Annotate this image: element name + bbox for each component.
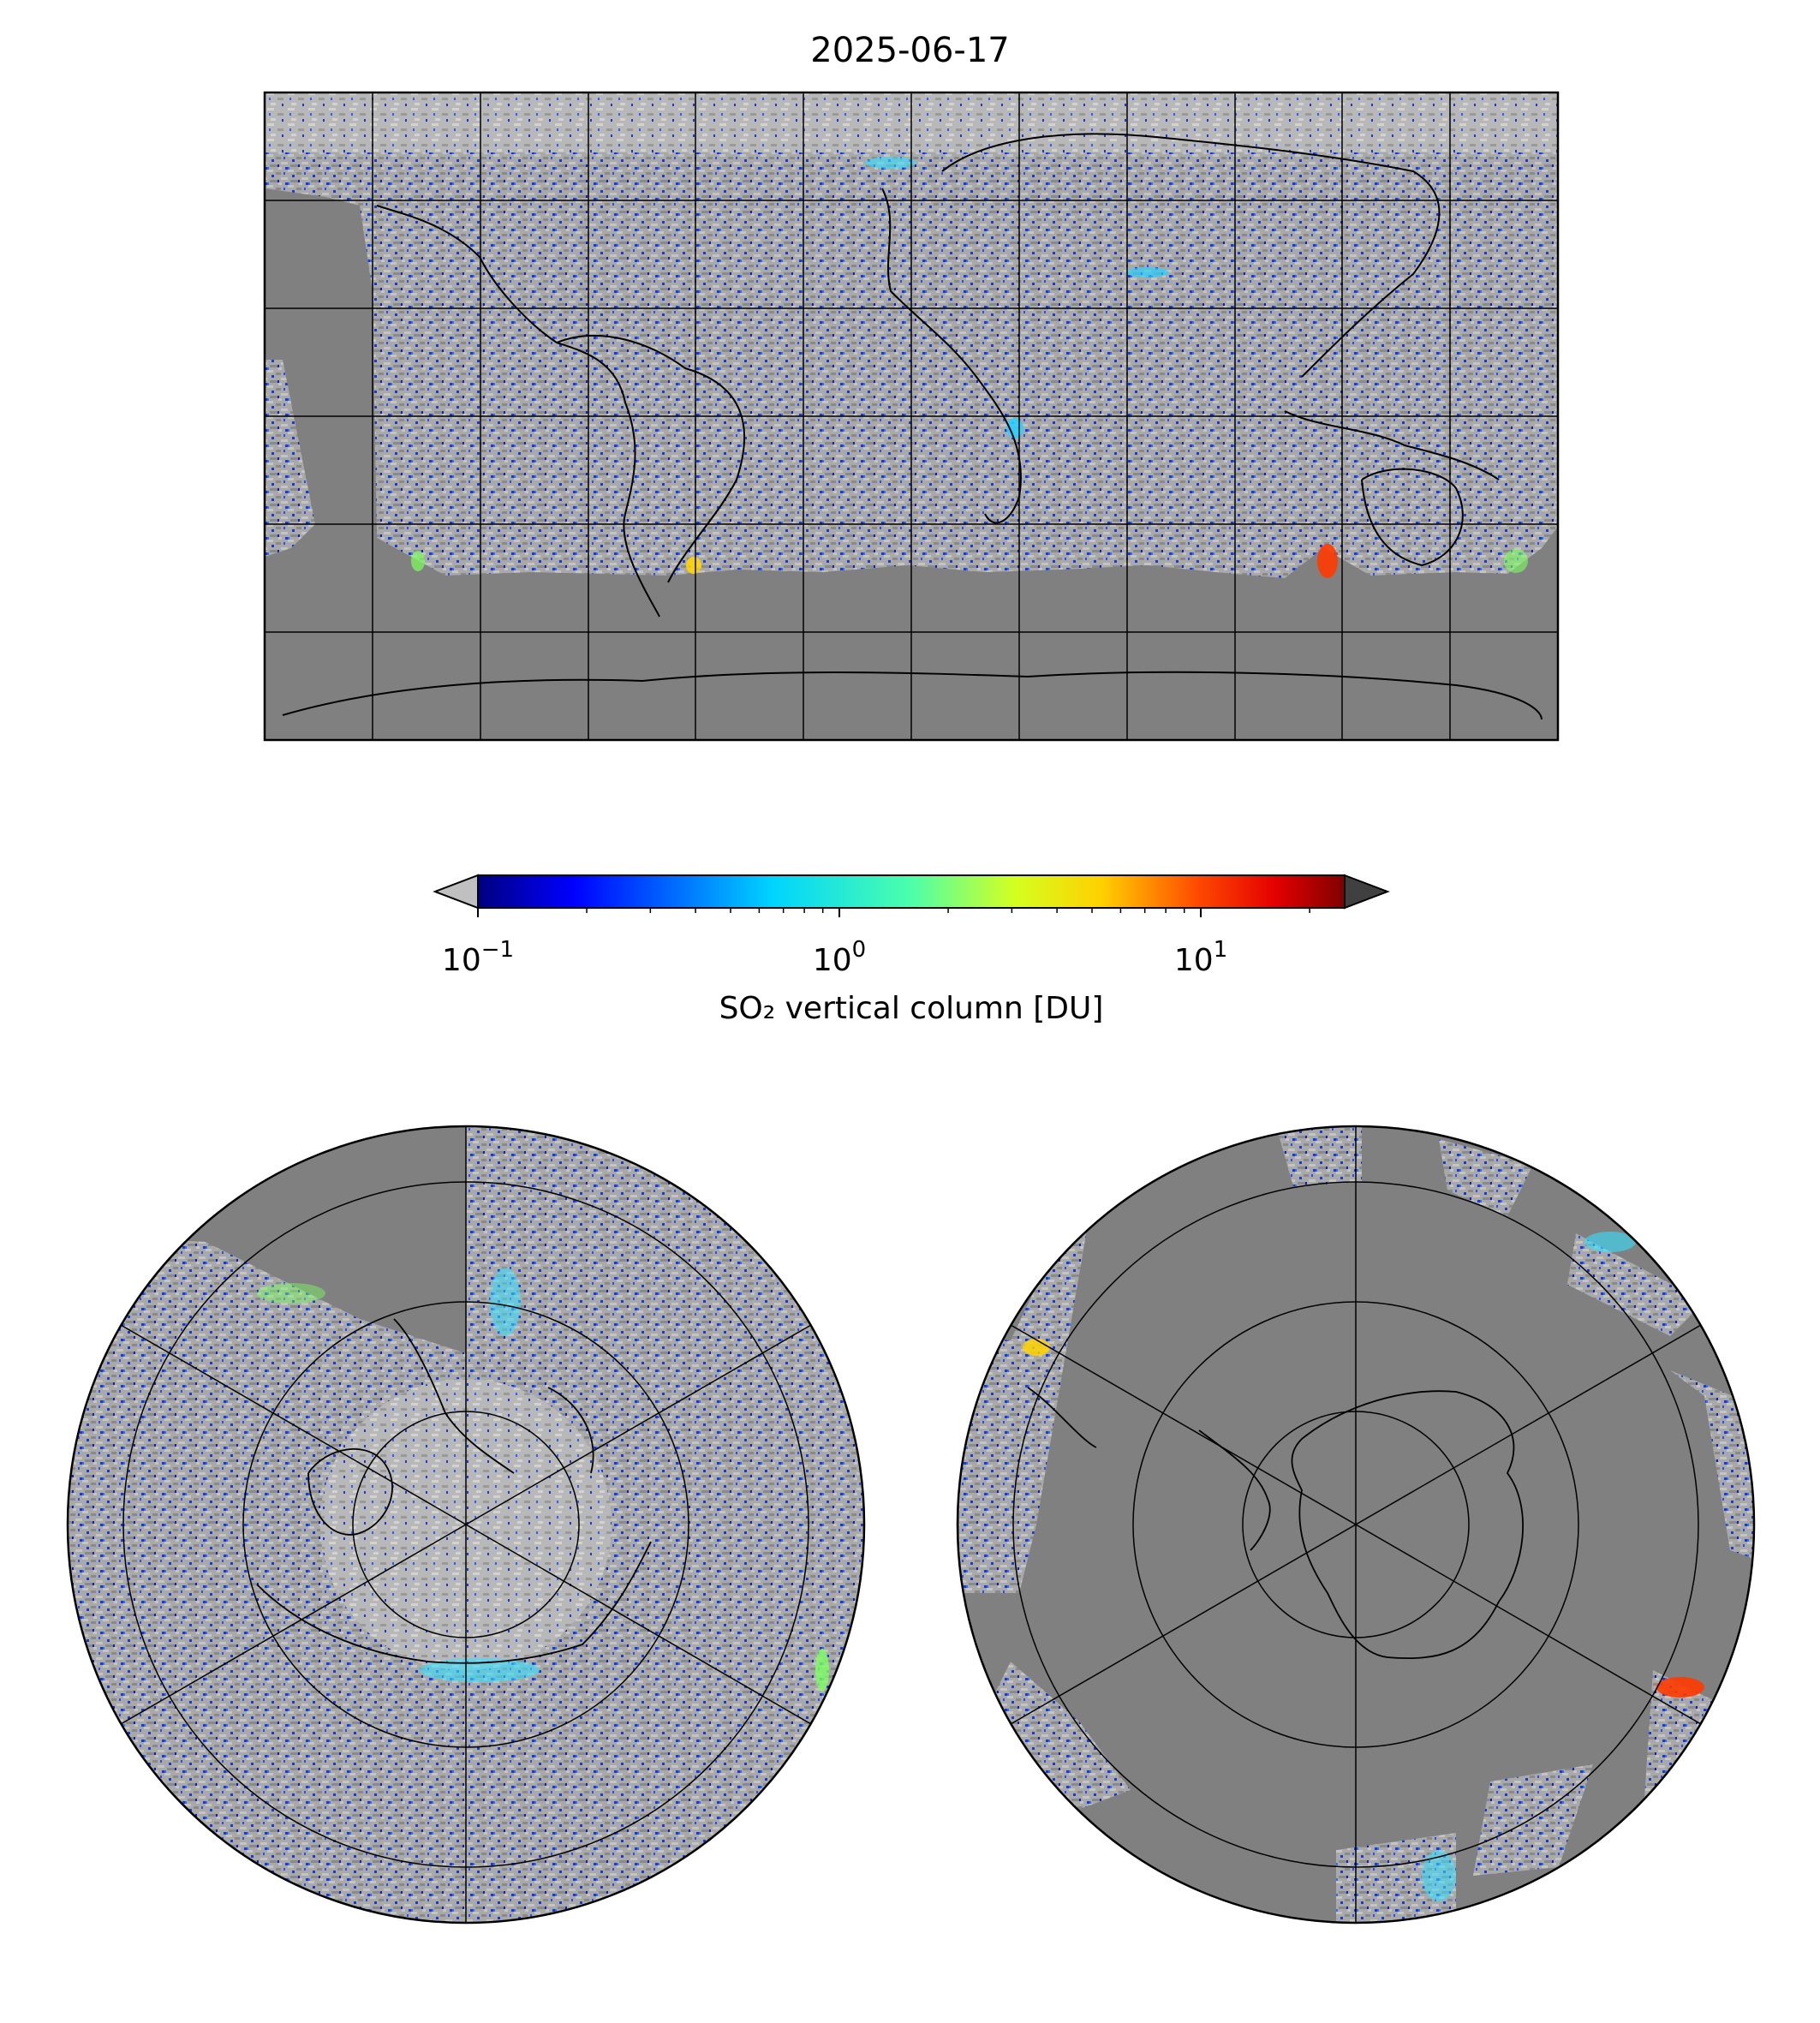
- north-hotspot-cyan-2: [490, 1268, 521, 1336]
- tick-label-base: 10: [442, 943, 481, 978]
- south-polar-map: [956, 1125, 1756, 1925]
- eurasia-coast: [941, 133, 1441, 378]
- south-swath-south: [1473, 1764, 1593, 1876]
- south-swath-northeast: [1567, 1233, 1704, 1336]
- global-map: [263, 91, 1560, 742]
- north-hotspot-cyan: [420, 1658, 540, 1682]
- hotspot-yellow: [686, 557, 701, 574]
- south-graticule: [1010, 1126, 1702, 1923]
- hotspot-red: [1317, 544, 1338, 578]
- colorbar-tick-label: 101: [1174, 937, 1227, 978]
- colorbar-gradient: [478, 875, 1345, 908]
- tick-label-exponent: 0: [852, 937, 867, 963]
- north-swaths: [68, 1126, 864, 1923]
- colorbar-label: SO₂ vertical column [DU]: [719, 991, 1104, 1026]
- south-america-tip: [1027, 1387, 1097, 1448]
- colorbar-frame: [477, 874, 1346, 909]
- hotspot-cyan-2: [1126, 267, 1169, 277]
- south-swath-north: [1276, 1126, 1362, 1186]
- north-map-frame: [66, 1125, 866, 1925]
- tick-label-exponent: −1: [481, 937, 514, 963]
- south-hotspot-cyan-2: [1422, 1850, 1456, 1901]
- colorbar-under-extension: [433, 874, 479, 910]
- south-america-coast: [556, 335, 746, 583]
- south-swath-north-2: [1439, 1139, 1533, 1216]
- indonesia-coast: [1284, 410, 1500, 480]
- north-hotspot-green-2: [257, 1283, 325, 1304]
- global-map-frame: [263, 91, 1560, 742]
- south-hotspot-yellow: [1023, 1339, 1050, 1356]
- south-swath-east: [1670, 1370, 1754, 1559]
- north-coast-greenland: [547, 1387, 594, 1474]
- south-map-frame: [956, 1125, 1756, 1925]
- colorbar-ticks: [477, 908, 1310, 917]
- colorbar-over-extension: [1344, 874, 1390, 910]
- antarctica-coast: [282, 671, 1543, 720]
- americas-coast: [376, 205, 660, 618]
- australia-coast: [1361, 468, 1464, 567]
- hotspot-cyan-3: [865, 157, 916, 169]
- north-coast-arctic-islands: [307, 1447, 393, 1536]
- tick-label-base: 10: [813, 943, 852, 978]
- south-hotspot-red: [1656, 1677, 1704, 1698]
- south-swath-west: [959, 1225, 1088, 1593]
- figure-title: 2025-06-17: [810, 31, 1010, 70]
- west-swath: [265, 360, 315, 557]
- antarctic-peninsula: [1198, 1429, 1271, 1551]
- colorbar-tick-label: 100: [813, 937, 866, 978]
- north-polar-map: [66, 1125, 866, 1925]
- south-hotspot-cyan: [1584, 1232, 1636, 1252]
- south-swath-south-2: [1336, 1833, 1456, 1923]
- south-swath-southwest: [985, 1662, 1131, 1816]
- antarctica-coastline: [1291, 1390, 1525, 1660]
- north-hotspot-green: [815, 1649, 829, 1692]
- north-graticule: [120, 1126, 812, 1923]
- hotspot-green-2: [411, 551, 425, 571]
- south-coastlines: [1027, 1387, 1525, 1660]
- colorbar-ticklabels: 10−1 100 101: [442, 937, 1227, 978]
- tick-label-base: 10: [1174, 943, 1214, 978]
- hotspot-green: [1504, 549, 1528, 573]
- colorbar: 10−1 100 101 SO₂ vertical column [DU]: [433, 874, 1390, 1026]
- north-coast-eurasia: [256, 1541, 652, 1664]
- colorbar-tick-label: 10−1: [442, 937, 514, 978]
- global-coastlines: [282, 133, 1543, 720]
- global-swaths: [265, 92, 1558, 740]
- global-graticule: [265, 92, 1558, 740]
- africa-coast: [881, 188, 1022, 524]
- tick-label-exponent: 1: [1214, 937, 1228, 963]
